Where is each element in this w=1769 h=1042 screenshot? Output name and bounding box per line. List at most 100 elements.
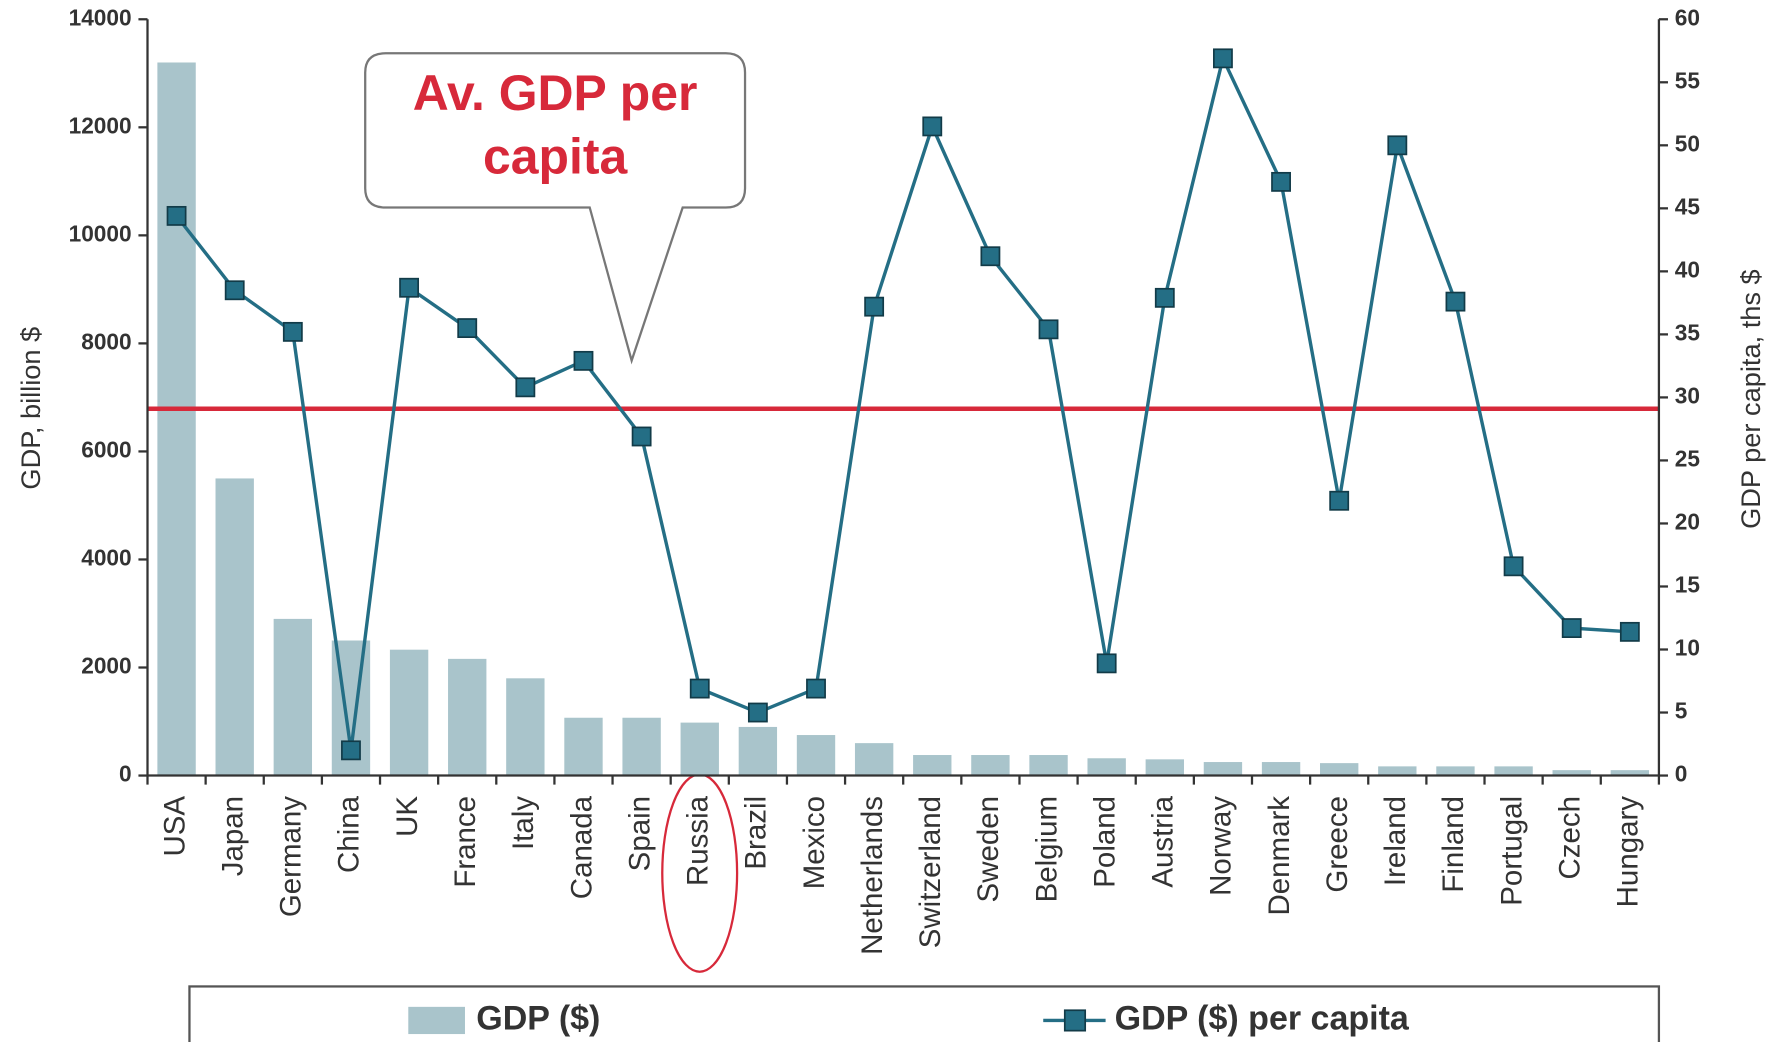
y-tick-label: 0 [119,761,132,787]
bar [913,755,952,776]
x-tick-label: Hungary [1612,796,1645,908]
legend-swatch [408,1006,465,1035]
line-marker [1503,556,1524,577]
y-tick-label: 2000 [81,652,131,678]
x-tick-label: Italy [507,796,540,850]
y-tick-label: 4000 [81,544,131,570]
y2-tick-label: 30 [1675,382,1700,408]
callout [364,52,747,365]
y2-tick-label: 5 [1675,698,1688,724]
x-tick-label: Switzerland [914,796,947,948]
line-marker [457,318,478,339]
bar [1261,762,1301,776]
line-marker [1387,135,1408,156]
bar [796,735,836,776]
line-marker [224,280,245,301]
x-tick-label: Germany [275,796,308,917]
line-marker [1213,48,1233,69]
y2-tick-label: 10 [1675,634,1700,660]
line-marker [573,350,594,371]
y-tick-label: 12000 [69,112,132,138]
x-tick-label: Brazil [740,796,773,870]
legend-box [188,985,1661,1042]
x-tick-label: Portugal [1495,796,1528,906]
y2-tick-label: 45 [1675,193,1700,219]
x-tick-label: Austria [1147,795,1180,887]
line-marker [1619,621,1640,642]
line-marker [282,321,303,342]
bar [854,743,894,776]
line-marker [1154,287,1175,308]
bar [1320,763,1359,776]
bar [448,658,487,776]
bar [506,678,545,776]
x-tick-label: China [333,795,366,873]
line-marker [922,116,943,137]
x-tick-label: Norway [1205,796,1238,896]
y2-tick-label: 60 [1675,4,1700,30]
bar [680,722,719,776]
bar [1552,770,1591,776]
line-marker [631,426,652,447]
y2-tick-label: 20 [1675,508,1700,534]
x-tick-label: Poland [1088,796,1121,888]
bar [215,478,254,776]
line-marker [166,205,187,226]
annotation: Av. GDP per capita [412,65,698,185]
line-marker [689,678,710,699]
line-marker [747,702,768,723]
bar [1087,758,1126,776]
line-marker [515,377,536,398]
y2-tick-label: 50 [1675,130,1700,156]
line-marker [1445,291,1466,312]
x-tick-label: France [449,796,482,888]
y2-axis-label: GDP per capita, ths $ [1735,269,1766,529]
bar [738,726,778,776]
bar [273,618,313,776]
bar [1029,755,1068,776]
x-tick-label: Spain [623,796,656,871]
x-tick-label: Japan [216,796,249,876]
x-tick-label: Mexico [798,796,831,889]
x-tick-label: UK [391,796,424,837]
x-tick-label: Denmark [1263,796,1296,916]
bar [971,755,1010,776]
x-tick-label: Greece [1321,796,1354,893]
y2-tick-label: 25 [1675,445,1700,471]
y2-tick-label: 15 [1675,571,1700,597]
x-tick-label: Netherlands [856,796,889,955]
y-tick-label: 8000 [81,328,131,354]
x-tick-label: Canada [565,795,598,899]
bar [1494,766,1533,776]
line-marker [980,246,1001,267]
line-marker [864,296,885,317]
x-tick-label: Czech [1553,796,1586,880]
line-marker [399,277,420,298]
y-axis-label: GDP, billion $ [15,327,46,490]
y-tick-label: 10000 [69,220,132,246]
x-tick-label: Russia [682,795,715,886]
y-tick-label: 6000 [81,436,131,462]
line-marker [1561,618,1582,638]
x-tick-label: USA [158,796,191,857]
line-marker [1038,319,1059,340]
legend-label: GDP ($) per capita [1115,999,1410,1037]
bar [389,649,429,776]
y2-tick-label: 55 [1675,67,1700,93]
line-marker [1329,490,1350,511]
bar [1203,762,1243,776]
bar [157,62,196,776]
y2-tick-label: 35 [1675,319,1700,345]
x-tick-label: Ireland [1379,796,1412,886]
x-tick-label: Finland [1437,796,1470,893]
line-marker [806,678,826,699]
bar [1378,766,1417,776]
y-tick-label: 14000 [69,4,132,30]
legend-label: GDP ($) [476,999,600,1037]
line-marker [341,740,361,761]
callout-text-box: Av. GDP per capita [412,65,698,185]
y2-tick-label: 40 [1675,256,1700,282]
bar [1436,766,1475,776]
line-marker [1096,653,1117,674]
